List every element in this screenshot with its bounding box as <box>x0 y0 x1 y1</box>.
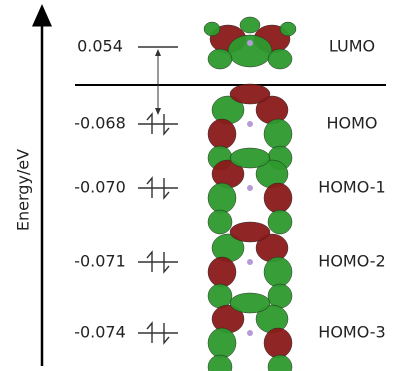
orbital-label: HOMO <box>326 114 377 133</box>
orbital-label: HOMO-2 <box>318 252 385 271</box>
energy-value: -0.070 <box>74 178 126 197</box>
atom <box>247 330 253 336</box>
energy-value: 0.054 <box>77 37 123 56</box>
orbital-lobe <box>264 257 292 287</box>
orbital-lobe <box>268 49 292 69</box>
orbital-label: HOMO-3 <box>318 323 385 342</box>
orbital-lobe <box>208 284 232 308</box>
energy-value: -0.071 <box>74 252 126 271</box>
orbital-lobe <box>208 119 236 149</box>
orbital-lobe <box>208 328 236 358</box>
orbital-lobe <box>264 119 292 149</box>
energy-value: -0.074 <box>74 323 126 342</box>
orbital-lobe <box>230 148 270 168</box>
atom <box>247 40 253 46</box>
orbital-lobe <box>264 328 292 358</box>
atom <box>247 259 253 265</box>
orbital-label: LUMO <box>329 37 375 56</box>
atom <box>247 121 253 127</box>
orbital-lobe <box>204 22 220 36</box>
orbital-lobe <box>268 210 292 234</box>
orbital-label: HOMO-1 <box>318 178 385 197</box>
atom <box>247 185 253 191</box>
orbital-lobe <box>280 22 296 36</box>
orbital-lobe <box>208 49 232 69</box>
orbital-lobe <box>228 35 272 67</box>
orbital-lobe <box>208 210 232 234</box>
orbital-lobe <box>264 183 292 213</box>
orbital-lobe <box>268 355 292 371</box>
orbital-lobe <box>230 222 270 242</box>
orbital-lobe <box>268 284 292 308</box>
orbital-lobe <box>240 17 260 33</box>
energy-value: -0.068 <box>74 114 126 133</box>
orbital-lobe <box>208 257 236 287</box>
orbital-image <box>204 17 296 69</box>
orbital-lobe <box>230 293 270 313</box>
axis-label: Energy/eV <box>14 149 33 231</box>
energy-diagram: Energy/eV 0.054 LUMO -0.068 HOMO -0.070 HOMO-… <box>0 0 401 371</box>
orbital-lobe <box>230 84 270 104</box>
orbital-lobe <box>208 355 232 371</box>
orbital-lobe <box>208 183 236 213</box>
levels: 0.054 LUMO -0.068 HOMO -0.070 HOMO-1 -0.071 HOM… <box>74 17 386 371</box>
